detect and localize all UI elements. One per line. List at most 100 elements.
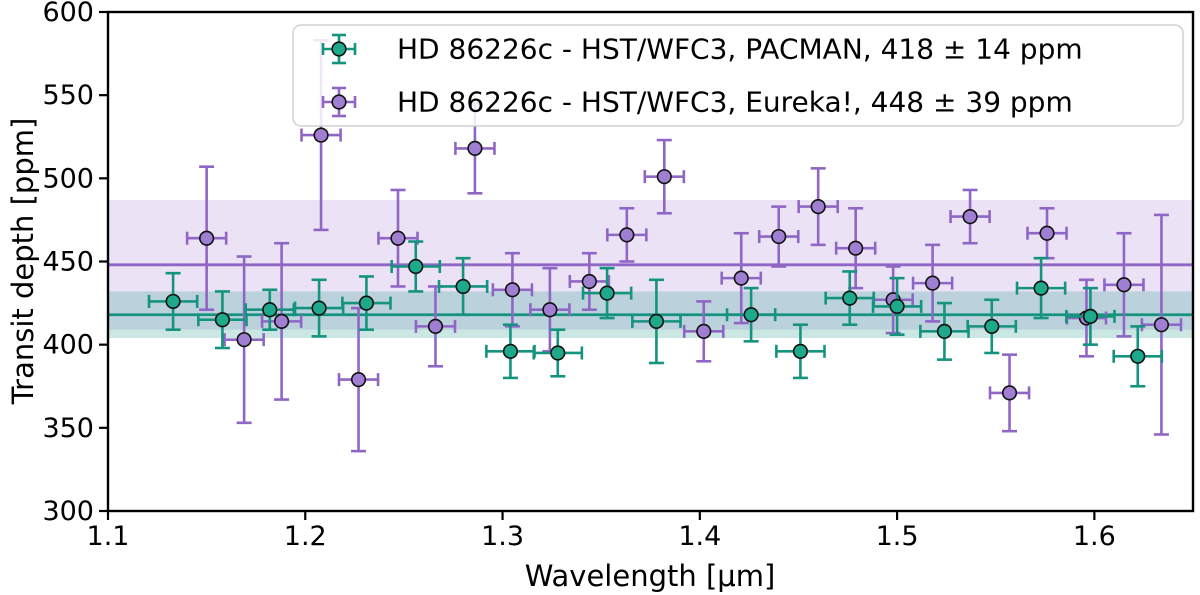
data-marker xyxy=(358,295,375,311)
data-point xyxy=(797,167,840,247)
data-marker xyxy=(1153,317,1170,333)
pacman-series xyxy=(147,240,1164,388)
data-marker xyxy=(581,273,597,290)
data-point xyxy=(966,298,1018,355)
legend-marker-eureka xyxy=(321,86,357,118)
data-point xyxy=(293,278,345,338)
data-marker xyxy=(1033,280,1049,296)
data-point xyxy=(581,266,633,320)
data-marker xyxy=(313,127,329,143)
data-point xyxy=(437,256,489,317)
data-point xyxy=(185,165,228,312)
data-point xyxy=(1015,256,1067,320)
data-marker xyxy=(165,293,181,310)
data-marker xyxy=(504,282,521,298)
data-marker xyxy=(1130,348,1146,364)
data-marker xyxy=(619,227,635,243)
data-marker xyxy=(467,140,483,156)
data-point xyxy=(454,102,496,195)
data-marker xyxy=(262,302,278,318)
data-marker xyxy=(1082,308,1099,324)
legend-label-eureka: HD 86226c - HST/WFC3, Eureka!, 448 ± 39 … xyxy=(397,86,1073,119)
x-tick-label: 1.5 xyxy=(876,521,919,552)
data-marker xyxy=(427,318,444,334)
data-marker xyxy=(743,307,759,323)
legend-marker-pacman xyxy=(321,33,357,65)
data-marker xyxy=(962,208,978,225)
x-tick-label: 1.1 xyxy=(87,521,130,552)
data-marker xyxy=(214,312,231,328)
data-marker xyxy=(274,313,290,329)
data-point xyxy=(337,306,380,453)
y-axis-label: Transit depth [ppm] xyxy=(6,118,40,406)
legend-handle-marker xyxy=(331,94,347,110)
data-point xyxy=(390,240,442,293)
data-point xyxy=(568,251,611,312)
data-point xyxy=(1112,325,1164,388)
data-marker xyxy=(455,278,471,295)
y-tick-label: 550 xyxy=(42,80,94,111)
data-marker xyxy=(599,285,615,301)
data-marker xyxy=(889,298,905,315)
data-marker xyxy=(311,300,327,316)
data-point xyxy=(720,231,763,325)
axis-ticks-layer: 1.1 1.2 1.3 1.4 1.5 1.6 300 350 400 450 500 550 600 xyxy=(42,0,1115,552)
y-tick-label: 450 xyxy=(42,247,94,278)
x-tick-label: 1.6 xyxy=(1073,521,1116,552)
data-marker xyxy=(648,313,665,329)
data-point xyxy=(949,188,991,245)
data-point xyxy=(631,278,682,365)
y-tick-label: 300 xyxy=(42,496,94,527)
data-point xyxy=(147,271,199,331)
data-point xyxy=(988,353,1031,433)
legend-box xyxy=(292,24,1184,127)
data-point xyxy=(244,288,296,331)
data-marker xyxy=(792,343,809,359)
data-point xyxy=(377,188,419,288)
data-point xyxy=(1103,231,1145,338)
data-marker xyxy=(696,323,712,339)
x-tick-label: 1.3 xyxy=(481,521,524,552)
legend-label-pacman: HD 86226c - HST/WFC3, PACMAN, 418 ± 14 p… xyxy=(397,33,1083,66)
y-tick-label: 350 xyxy=(42,413,94,444)
data-marker xyxy=(408,258,424,275)
data-point xyxy=(341,275,392,331)
data-marker xyxy=(1039,225,1055,241)
data-point xyxy=(414,285,457,368)
eureka-series xyxy=(185,38,1183,453)
data-point xyxy=(911,243,954,323)
data-marker xyxy=(1116,277,1132,293)
data-point xyxy=(757,205,800,268)
data-point xyxy=(775,323,826,380)
data-marker xyxy=(236,332,252,348)
data-point xyxy=(725,286,777,343)
data-points-layer xyxy=(147,38,1183,453)
x-axis-label: Wavelength [μm] xyxy=(525,559,776,593)
data-point xyxy=(1026,206,1068,260)
data-point xyxy=(871,276,923,336)
data-marker xyxy=(199,230,215,246)
x-tick-label: 1.2 xyxy=(284,521,327,552)
data-marker xyxy=(1001,385,1018,401)
data-marker xyxy=(984,318,1000,334)
x-tick-label: 1.4 xyxy=(678,521,721,552)
data-point xyxy=(491,251,534,328)
y-tick-label: 400 xyxy=(42,330,94,361)
data-point xyxy=(605,206,648,263)
data-marker xyxy=(350,371,367,388)
data-marker xyxy=(550,345,566,361)
y-tick-label: 600 xyxy=(42,0,94,28)
legend: HD 86226c - HST/WFC3, PACMAN, 418 ± 14 p… xyxy=(292,24,1184,127)
data-point xyxy=(532,328,584,378)
data-marker xyxy=(771,228,787,245)
data-marker xyxy=(936,323,953,339)
data-point xyxy=(1065,286,1116,346)
data-marker xyxy=(656,169,672,185)
data-marker xyxy=(390,230,406,246)
data-point xyxy=(1140,213,1183,436)
data-point xyxy=(682,300,725,363)
data-marker xyxy=(542,302,558,318)
data-marker xyxy=(924,275,941,291)
